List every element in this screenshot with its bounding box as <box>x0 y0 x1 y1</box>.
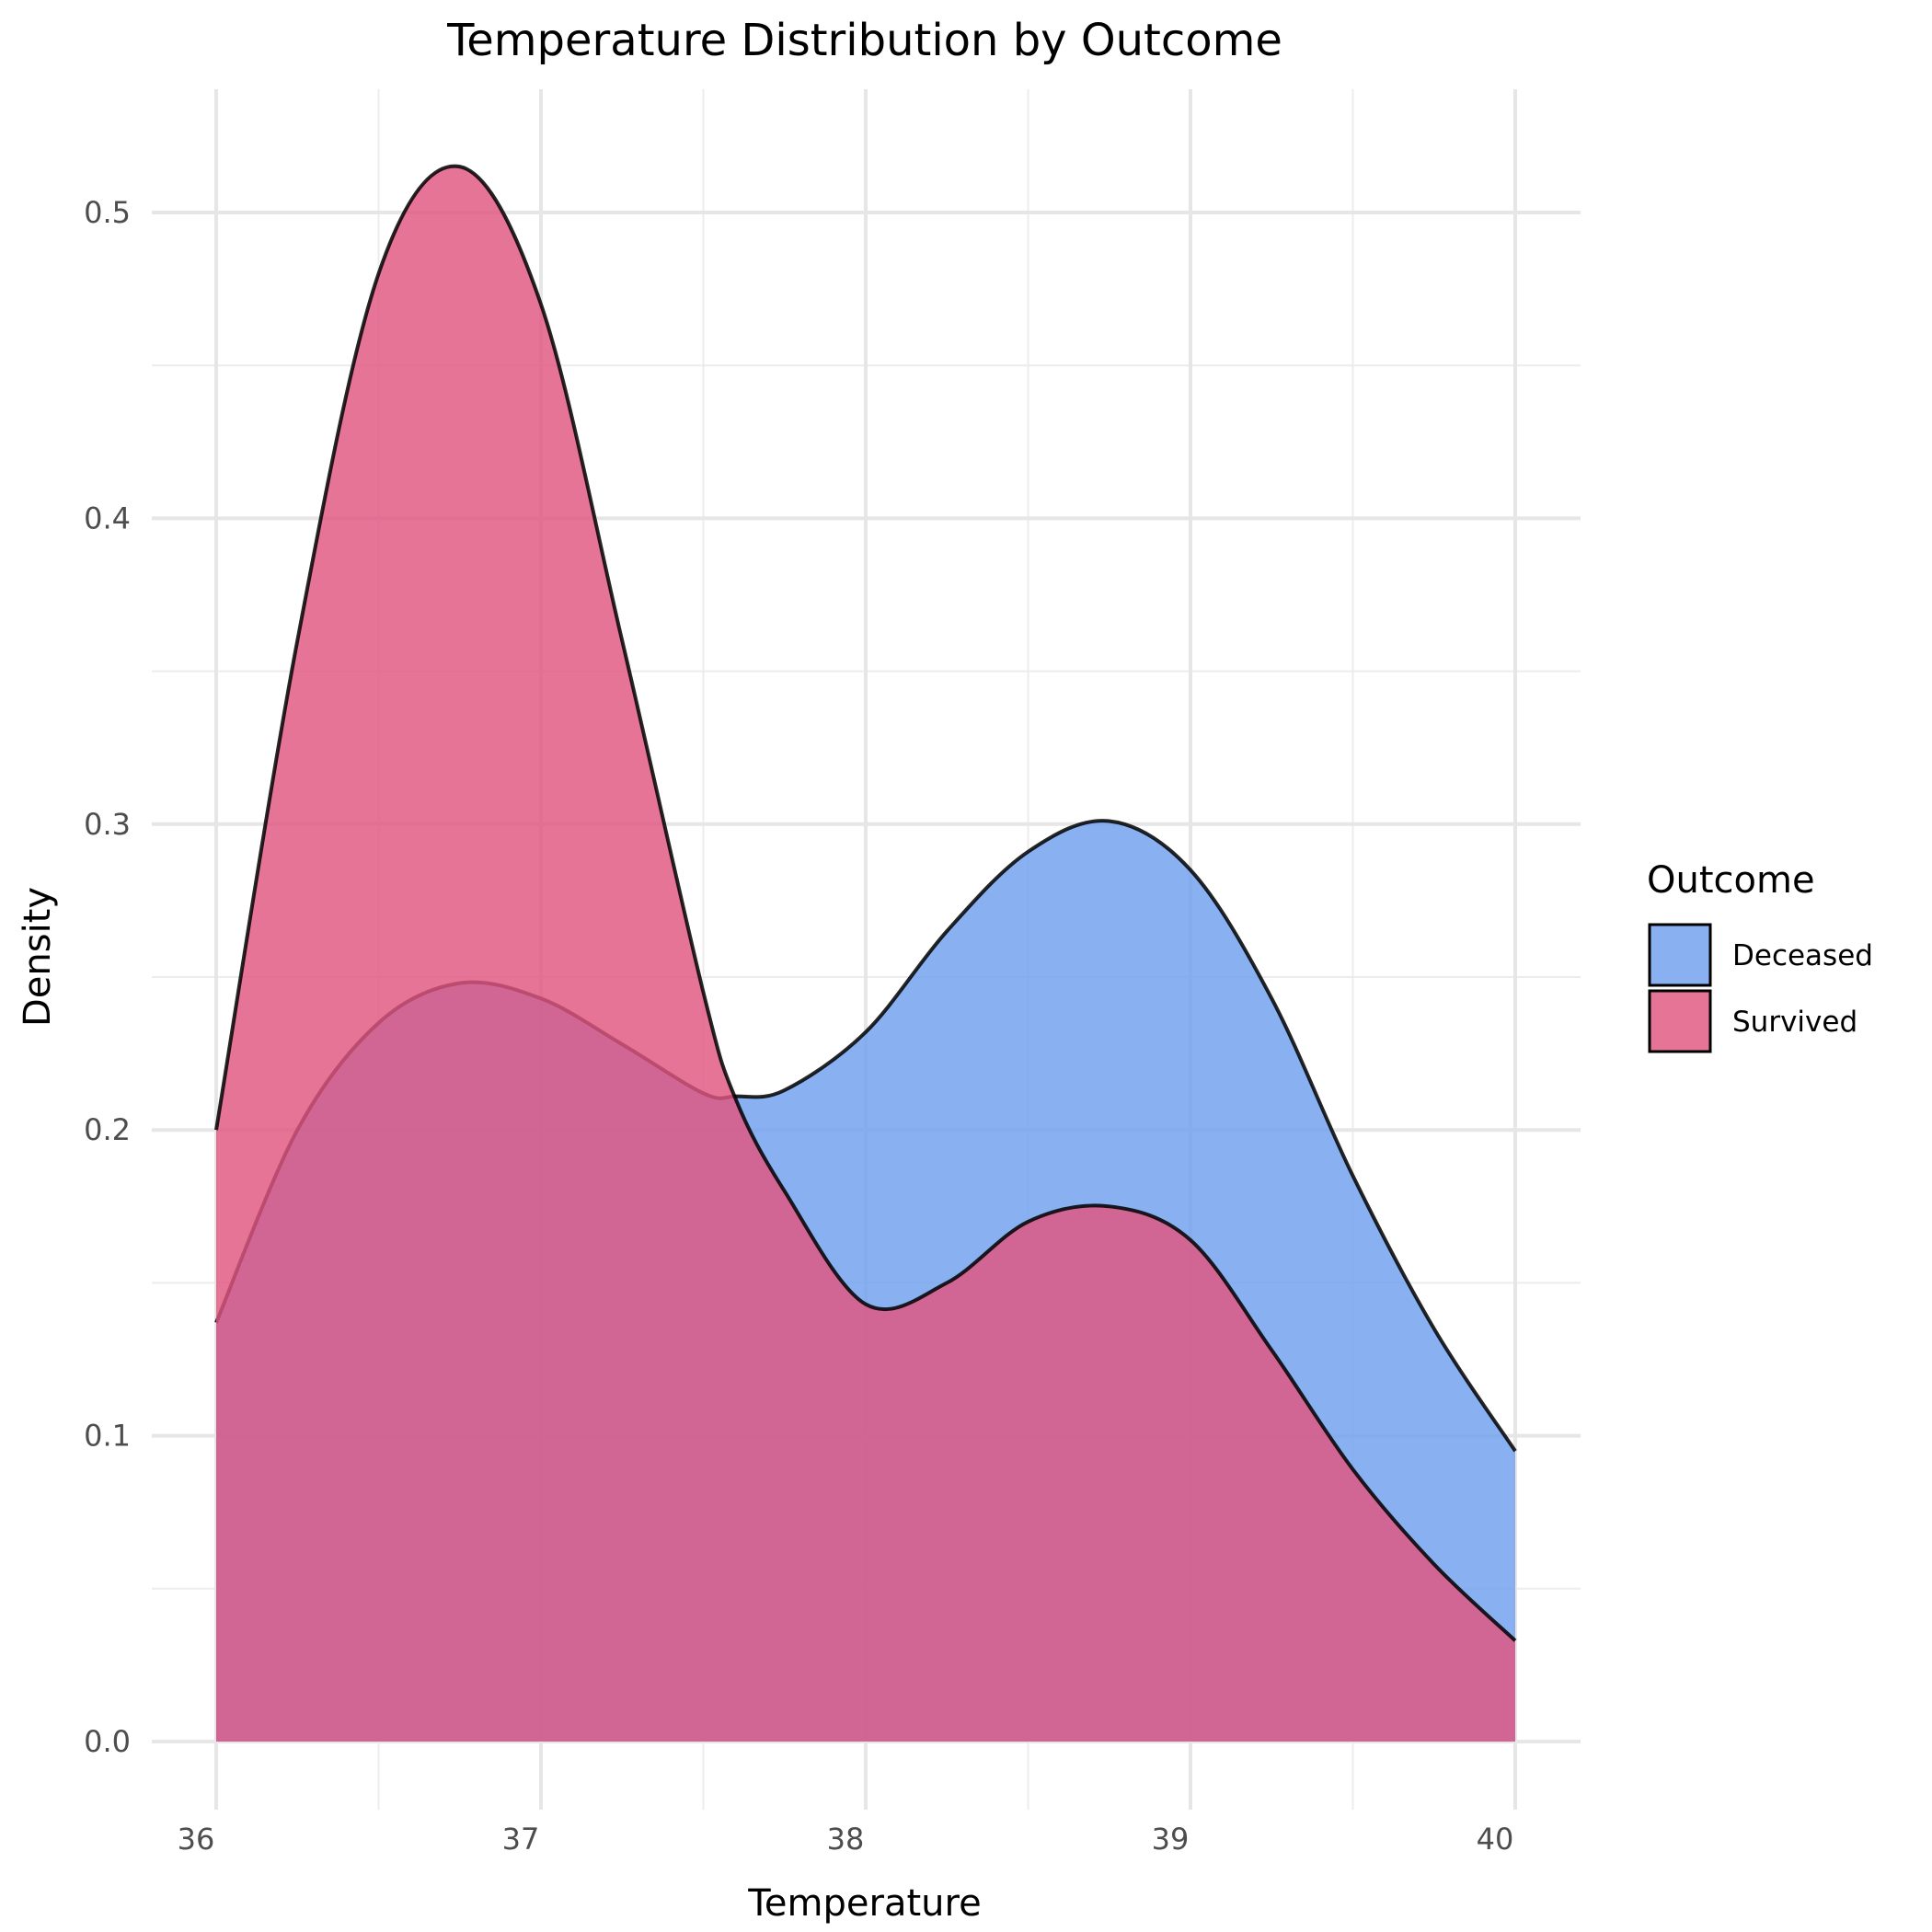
line-survived <box>214 164 1517 1642</box>
x-axis-title: Temperature <box>747 1882 981 1925</box>
legend-key-deceased <box>1648 923 1712 987</box>
area-survived <box>216 166 1515 1742</box>
y-tick-label: 0.3 <box>84 807 131 842</box>
y-tick-label: 0.1 <box>84 1419 131 1454</box>
x-axis-ticks: 36 37 38 39 40 <box>178 1822 1514 1857</box>
x-tick-label: 39 <box>1152 1822 1190 1857</box>
y-tick-label: 0.2 <box>84 1112 131 1147</box>
y-axis-ticks: 0.0 0.1 0.2 0.3 0.4 0.5 <box>84 195 131 1759</box>
legend-label-deceased: Deceased <box>1732 939 1873 972</box>
legend-key-survived <box>1648 989 1712 1053</box>
y-tick-label: 0.0 <box>84 1724 131 1759</box>
x-tick-label: 38 <box>827 1822 865 1857</box>
x-tick-label: 36 <box>178 1822 215 1857</box>
legend-label-survived: Survived <box>1732 1006 1857 1039</box>
chart-title: Temperature Distribution by Outcome <box>446 15 1282 66</box>
plot-area <box>214 164 1517 1742</box>
x-tick-label: 37 <box>502 1822 540 1857</box>
y-axis-title: Density <box>17 887 59 1027</box>
y-tick-label: 0.4 <box>84 500 131 535</box>
legend: Outcome Deceased Survived <box>1647 859 1873 1053</box>
y-tick-label: 0.5 <box>84 195 131 230</box>
x-tick-label: 40 <box>1477 1822 1514 1857</box>
legend-title: Outcome <box>1647 859 1815 902</box>
